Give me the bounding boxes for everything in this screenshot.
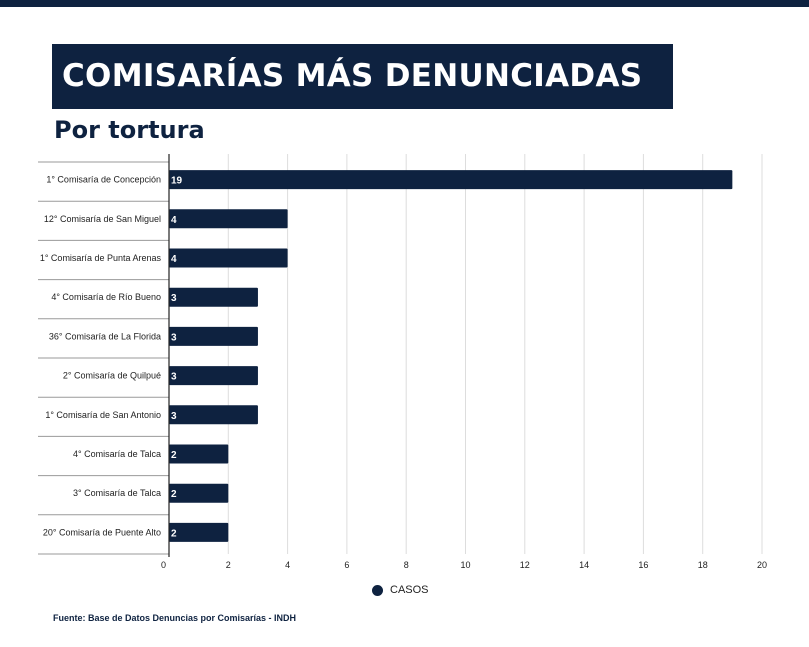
category-label: 3° Comisaría de Talca <box>73 488 161 498</box>
value-labels: 19 4 4 3 3 3 3 2 2 2 <box>171 176 183 540</box>
x-tick-label: 8 <box>404 560 409 570</box>
x-tick-label: 12 <box>520 560 530 570</box>
value-label: 3 <box>171 372 177 383</box>
x-tick-label: 2 <box>226 560 231 570</box>
category-label: 36° Comisaría de La Florida <box>49 331 161 341</box>
category-label: 2° Comisaría de Quilpué <box>63 371 161 381</box>
top-accent-bar <box>0 0 809 7</box>
value-label: 3 <box>171 411 177 422</box>
category-label: 1° Comisaría de Punta Arenas <box>40 253 162 263</box>
value-label: 2 <box>171 528 177 539</box>
x-tick-label: 4 <box>285 560 290 570</box>
bar <box>169 326 258 346</box>
value-label: 2 <box>171 450 177 461</box>
x-tick-label: 14 <box>579 560 589 570</box>
bar <box>169 522 229 542</box>
bar <box>169 483 229 503</box>
category-label: 4° Comisaría de Talca <box>73 449 161 459</box>
page-subtitle: Por tortura <box>54 116 205 144</box>
bar <box>169 366 258 386</box>
x-tick-label: 6 <box>344 560 349 570</box>
x-tick-label: 10 <box>460 560 470 570</box>
category-label: 12° Comisaría de San Miguel <box>44 214 161 224</box>
legend-swatch <box>372 584 383 596</box>
value-label: 2 <box>171 489 177 500</box>
legend: CASOS <box>372 584 429 596</box>
category-label: 1° Comisaría de San Antonio <box>45 410 161 420</box>
x-tick-label: 20 <box>757 560 767 570</box>
bar <box>169 287 258 307</box>
x-tick-label: 18 <box>698 560 708 570</box>
category-labels: 1° Comisaría de Concepción 12° Comisaría … <box>40 175 162 538</box>
category-label: 1° Comisaría de Concepción <box>46 175 161 185</box>
bar <box>169 444 229 464</box>
value-label: 19 <box>171 176 183 187</box>
bar <box>169 209 288 229</box>
x-tick-label: 0 <box>161 560 166 570</box>
category-label: 20° Comisaría de Puente Alto <box>43 527 161 537</box>
x-tick-label: 16 <box>638 560 648 570</box>
value-label: 4 <box>171 254 177 265</box>
value-label: 3 <box>171 293 177 304</box>
page-title: COMISARÍAS MÁS DENUNCIADAS <box>52 44 673 109</box>
source-note: Fuente: Base de Datos Denuncias por Comi… <box>53 613 297 623</box>
category-label: 4° Comisaría de Río Bueno <box>51 292 161 302</box>
value-label: 3 <box>171 332 177 343</box>
bar <box>169 248 288 268</box>
x-tick-labels: 0 2 4 6 8 10 12 14 16 18 20 <box>161 560 767 570</box>
value-label: 4 <box>171 215 177 226</box>
grid-lines <box>227 154 763 554</box>
bars <box>169 170 733 542</box>
bar <box>169 405 258 425</box>
bar <box>169 170 733 190</box>
legend-label: CASOS <box>390 584 429 596</box>
row-separators <box>38 161 169 555</box>
